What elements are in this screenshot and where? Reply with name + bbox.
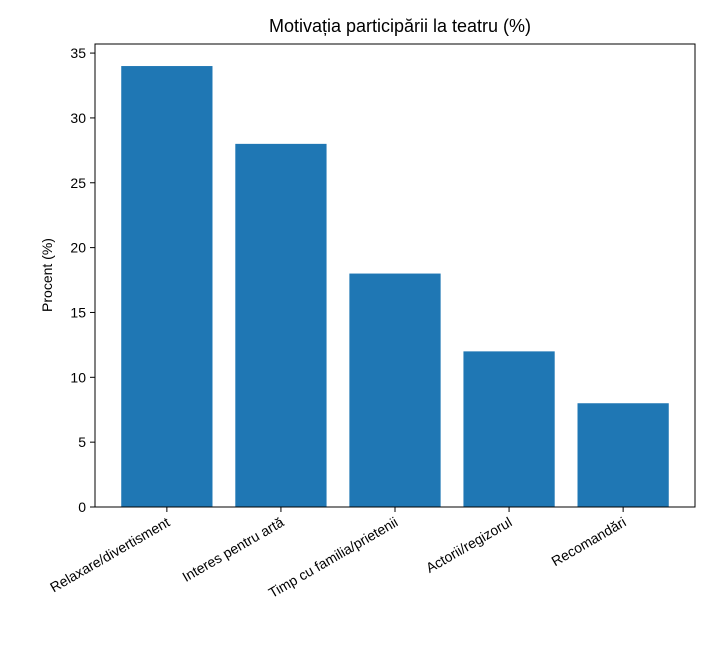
- y-tick-label: 35: [70, 45, 86, 61]
- bar: [463, 351, 555, 507]
- bar: [577, 403, 669, 507]
- x-tick-label: Relaxare/divertisment: [47, 514, 172, 596]
- y-tick-label: 15: [70, 304, 86, 320]
- axes-frame: [94, 43, 696, 508]
- x-tick-label: Interes pentru artă: [179, 514, 286, 585]
- chart-title: Motivația participării la teatru (%): [269, 16, 531, 36]
- y-tick-label: 5: [78, 434, 86, 450]
- bar: [121, 66, 213, 508]
- y-tick-label: 10: [70, 369, 86, 385]
- bar: [349, 273, 441, 507]
- bar: [235, 143, 327, 508]
- x-tick-label: Actorii/regizorul: [423, 514, 515, 576]
- x-tick-label: Recomandări: [549, 514, 629, 569]
- y-axis-label: Procent (%): [39, 238, 55, 312]
- y-tick-label: 20: [70, 240, 86, 256]
- y-tick-label: 30: [70, 110, 86, 126]
- y-tick-label: 25: [70, 175, 86, 191]
- y-tick-label: 0: [78, 499, 86, 515]
